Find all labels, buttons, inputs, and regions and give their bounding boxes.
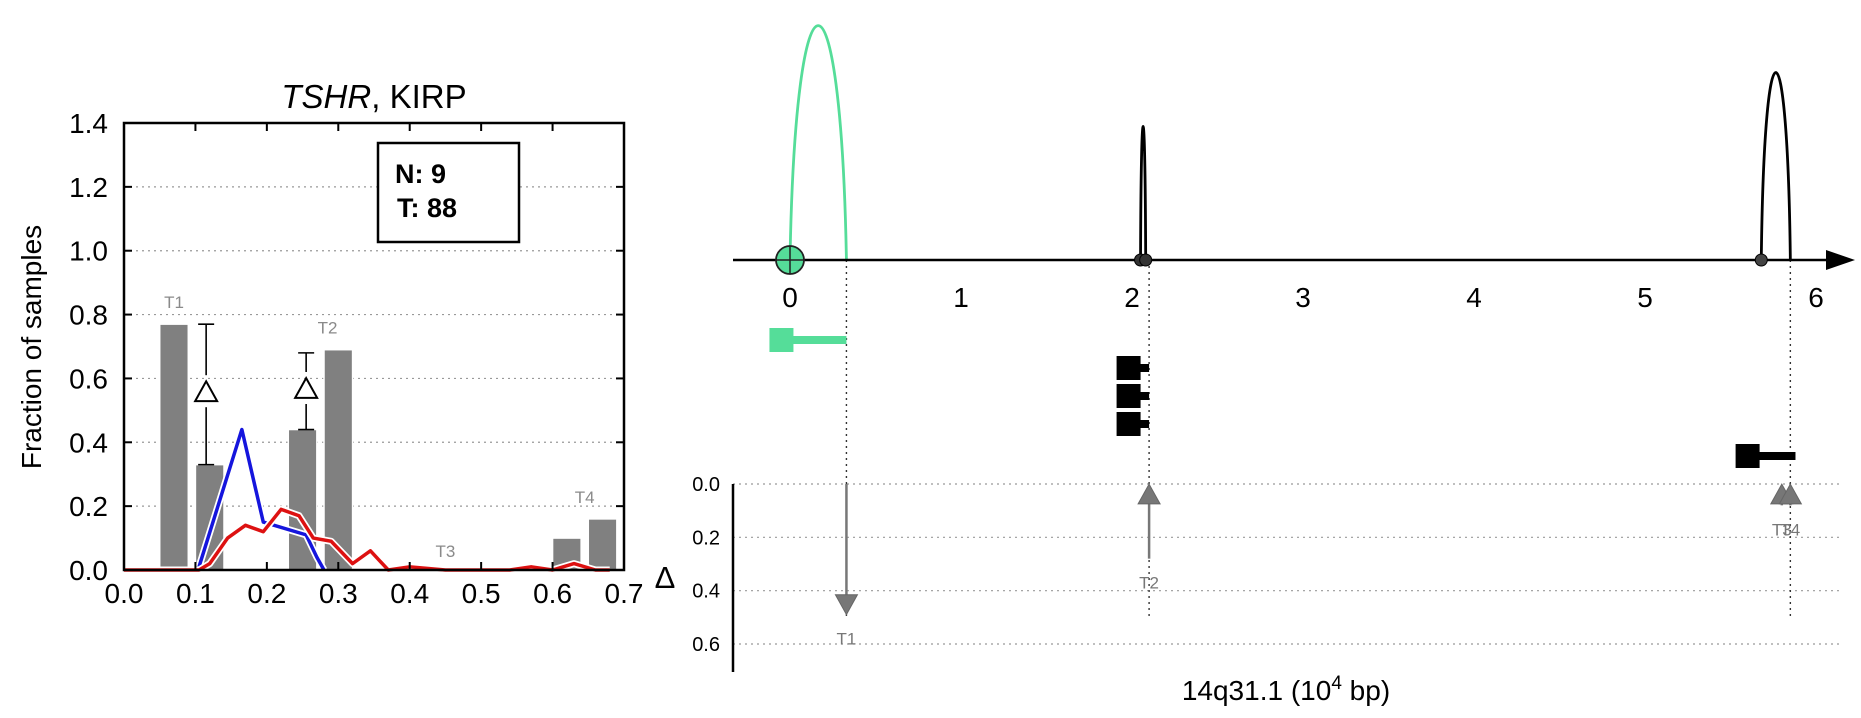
delta-tick-labels: 0.0 0.2 0.4 0.6 <box>692 474 720 656</box>
genome-tick-label: 3 <box>1295 282 1311 313</box>
delta-label: T1 <box>837 630 857 649</box>
genome-tick-label: 2 <box>1124 282 1140 313</box>
sample-count-box: N: 9 T: 88 <box>376 141 521 244</box>
transcript-labels: T1 T2 T3 T4 <box>164 293 595 561</box>
x-axis-label-prefix: 14q31.1 (10 <box>1182 675 1331 706</box>
delta-triangle-icon <box>193 379 219 403</box>
bar <box>158 323 190 571</box>
transcript-label: T3 <box>436 542 456 561</box>
expression-arc <box>788 24 848 261</box>
transcript-start-box <box>769 328 794 352</box>
x-tick-label: 0.1 <box>176 578 215 609</box>
normal-count: N: 9 <box>395 159 446 189</box>
genome-tick-label: 1 <box>953 282 969 313</box>
delta-label: T3 <box>1772 520 1792 539</box>
y-tick-label: 1.2 <box>69 172 108 203</box>
lower-gridlines <box>733 483 1840 645</box>
genome-tick-label: 0 <box>782 282 798 313</box>
y-tick-label: 0.0 <box>69 555 108 586</box>
tumor-density-line <box>124 507 610 572</box>
x-tick-label: 0.3 <box>319 578 358 609</box>
expression-arcs <box>788 24 1792 261</box>
transcript-start-box <box>1116 356 1141 380</box>
bars <box>158 323 618 571</box>
tumor-count: T: 88 <box>397 193 457 223</box>
tss-marker <box>1139 253 1153 267</box>
gridlines <box>124 186 624 507</box>
y-axis-label: Fraction of samples <box>16 225 47 469</box>
cancer-type: , KIRP <box>371 78 466 115</box>
y-tick-label: 0.6 <box>69 363 108 394</box>
delta-arrow-head-icon <box>1778 483 1803 505</box>
site-markers <box>775 245 1768 275</box>
x-tick-label: 0.6 <box>533 578 572 609</box>
genome-tick-label: 6 <box>1808 282 1824 313</box>
x-tick-label: 0.5 <box>462 578 501 609</box>
gene-name: TSHR <box>281 78 371 115</box>
x-axis-label: 14q31.1 (104 bp) <box>1182 673 1390 706</box>
delta-tick-label: 0.0 <box>692 474 720 496</box>
tss-marker <box>1754 253 1768 267</box>
transcript-body <box>1757 452 1796 460</box>
transcript-label: T4 <box>575 488 595 507</box>
x-axis-label-suffix: bp) <box>1342 675 1390 706</box>
normal-density-line <box>197 427 326 571</box>
transcript-body <box>791 336 847 344</box>
delta-tick-label: 0.4 <box>692 581 720 603</box>
transcript-body <box>1138 364 1150 372</box>
guide-lines <box>845 260 1792 620</box>
delta-markers <box>193 323 319 466</box>
transcript-body <box>1138 392 1150 400</box>
delta-tick-label: 0.6 <box>692 634 720 656</box>
transcript-label: T1 <box>164 293 184 312</box>
x-axis-label-exponent: 4 <box>1331 673 1342 694</box>
plot-frame <box>122 121 626 572</box>
genome-tick-labels: 0 1 2 3 4 5 6 <box>782 282 1824 313</box>
x-tick-label: 0.2 <box>247 578 286 609</box>
legend-box <box>376 141 521 244</box>
y-tick-label: 0.4 <box>69 427 108 458</box>
y-tick-label: 0.2 <box>69 491 108 522</box>
delta-arrow-head-icon <box>1137 483 1161 505</box>
expression-arc <box>1759 71 1792 261</box>
delta-triangle-icon <box>293 376 319 399</box>
delta-label: T2 <box>1139 574 1159 593</box>
delta-label: T4 <box>1780 520 1800 539</box>
genome-tick-label: 5 <box>1637 282 1653 313</box>
delta-axis-symbol: Δ <box>655 560 676 595</box>
x-tick-label: 0.4 <box>390 578 429 609</box>
delta-arrow-head-icon <box>834 594 859 616</box>
expression-arc <box>1139 125 1148 261</box>
x-tick-label: 0.7 <box>605 578 644 609</box>
delta-tick-label: 0.2 <box>692 527 720 549</box>
transcript-start-box <box>1116 384 1141 408</box>
y-tick-label: 1.4 <box>69 108 108 139</box>
fraction-histogram-panel: TSHR, KIRP Fraction of samples T1T2T3T4 … <box>16 78 675 609</box>
transcript-label: T2 <box>318 319 338 338</box>
bar <box>323 348 354 571</box>
transcript-start-box <box>1735 444 1760 468</box>
transcript-start-box <box>1116 412 1141 436</box>
chart-title: TSHR, KIRP <box>281 78 466 115</box>
series-lines <box>124 426 610 574</box>
x-tick-label: 0.0 <box>105 578 144 609</box>
transcript-glyphs <box>769 328 1796 468</box>
y-tick-label: 1.0 <box>69 236 108 267</box>
axis-arrow-icon <box>1826 250 1855 270</box>
bar <box>587 518 618 571</box>
transcript-body <box>1138 420 1150 428</box>
y-tick-label: 0.8 <box>69 300 108 331</box>
axis-ticks: 0.0 0.1 0.2 0.3 0.4 0.5 0.6 0.7 0.0 0.2 0.4 0.6 0.8 1… <box>69 108 643 609</box>
genome-tick-label: 4 <box>1466 282 1482 313</box>
